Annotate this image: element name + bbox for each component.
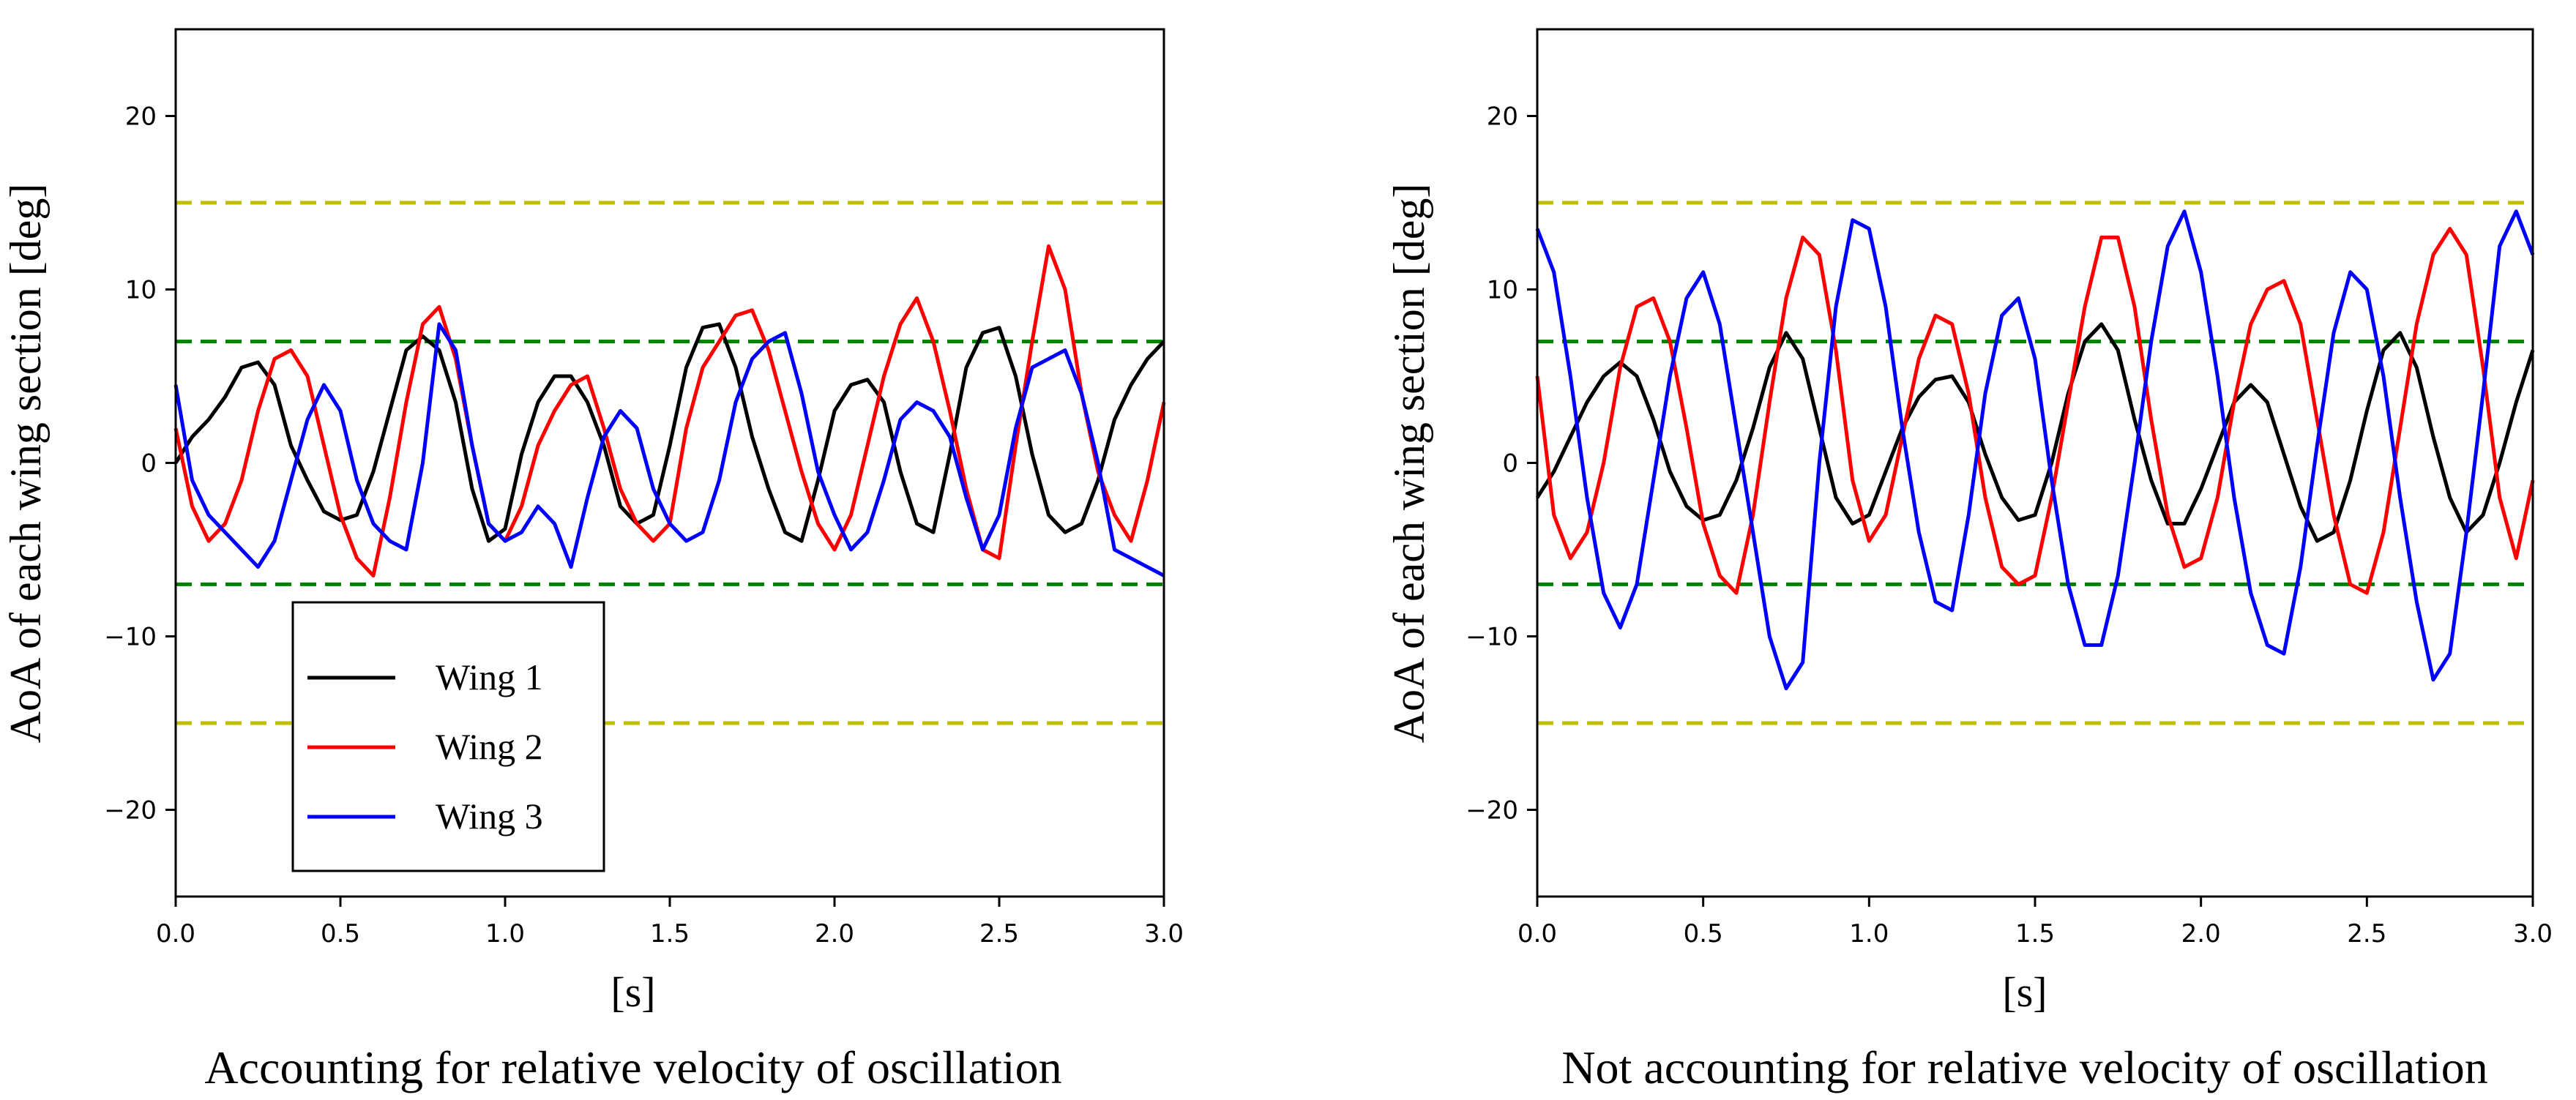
series-line-wing-2 [1535, 227, 2535, 595]
x-tick-label: 0.5 [1684, 919, 1723, 949]
x-tick-label: 1.0 [485, 919, 525, 949]
series-line-wing-1 [173, 322, 1165, 543]
series-line-wing-3 [173, 322, 1165, 577]
x-tick-label: 3.0 [2513, 919, 2553, 949]
x-tick-label: 2.0 [2181, 919, 2221, 949]
x-tick-label: 1.0 [1849, 919, 1889, 949]
x-tick-label: 3.0 [1144, 919, 1184, 949]
legend-box [291, 601, 605, 872]
x-axis-label: [s] [611, 968, 655, 1016]
legend-label-wing-3: Wing 3 [436, 796, 543, 837]
x-tick-label: 1.5 [2015, 919, 2055, 949]
chart-accounting-relative-velocity: AoA of each wing section [deg] [s] Accou… [1, 28, 1184, 1093]
y-tick-label: 20 [1487, 102, 1518, 132]
y-tick-label: 0 [141, 449, 157, 479]
legend-label-wing-1: Wing 1 [436, 656, 543, 697]
y-tick-label: −10 [1466, 623, 1518, 652]
x-axis-label: [s] [2002, 968, 2047, 1016]
x-tick-label: 2.5 [2347, 919, 2386, 949]
y-tick-label: −20 [1466, 796, 1518, 826]
x-tick-label: 2.5 [979, 919, 1019, 949]
x-tick-label: 0.0 [156, 919, 195, 949]
x-tick-label: 1.5 [650, 919, 690, 949]
x-tick-label: 2.0 [815, 919, 854, 949]
chart-not-accounting-relative-velocity: AoA of each wing section [deg] [s] Not a… [1385, 28, 2553, 1093]
y-axis-label: AoA of each wing section [deg] [1385, 184, 1433, 744]
y-tick-label: −10 [104, 623, 157, 652]
y-tick-label: 0 [1502, 449, 1518, 479]
y-axis-label: AoA of each wing section [deg] [1, 184, 50, 744]
y-tick-label: 10 [1487, 276, 1518, 305]
chart-caption: Not accounting for relative velocity of … [1561, 1041, 2487, 1093]
legend-label-wing-2: Wing 2 [436, 726, 543, 767]
x-tick-label: 0.5 [321, 919, 360, 949]
series-line-wing-3 [1535, 209, 2535, 691]
y-tick-label: 10 [125, 276, 157, 305]
y-tick-label: 20 [125, 102, 157, 132]
chart-caption: Accounting for relative velocity of osci… [204, 1041, 1061, 1093]
x-tick-label: 0.0 [1517, 919, 1557, 949]
y-tick-label: −20 [104, 796, 157, 826]
